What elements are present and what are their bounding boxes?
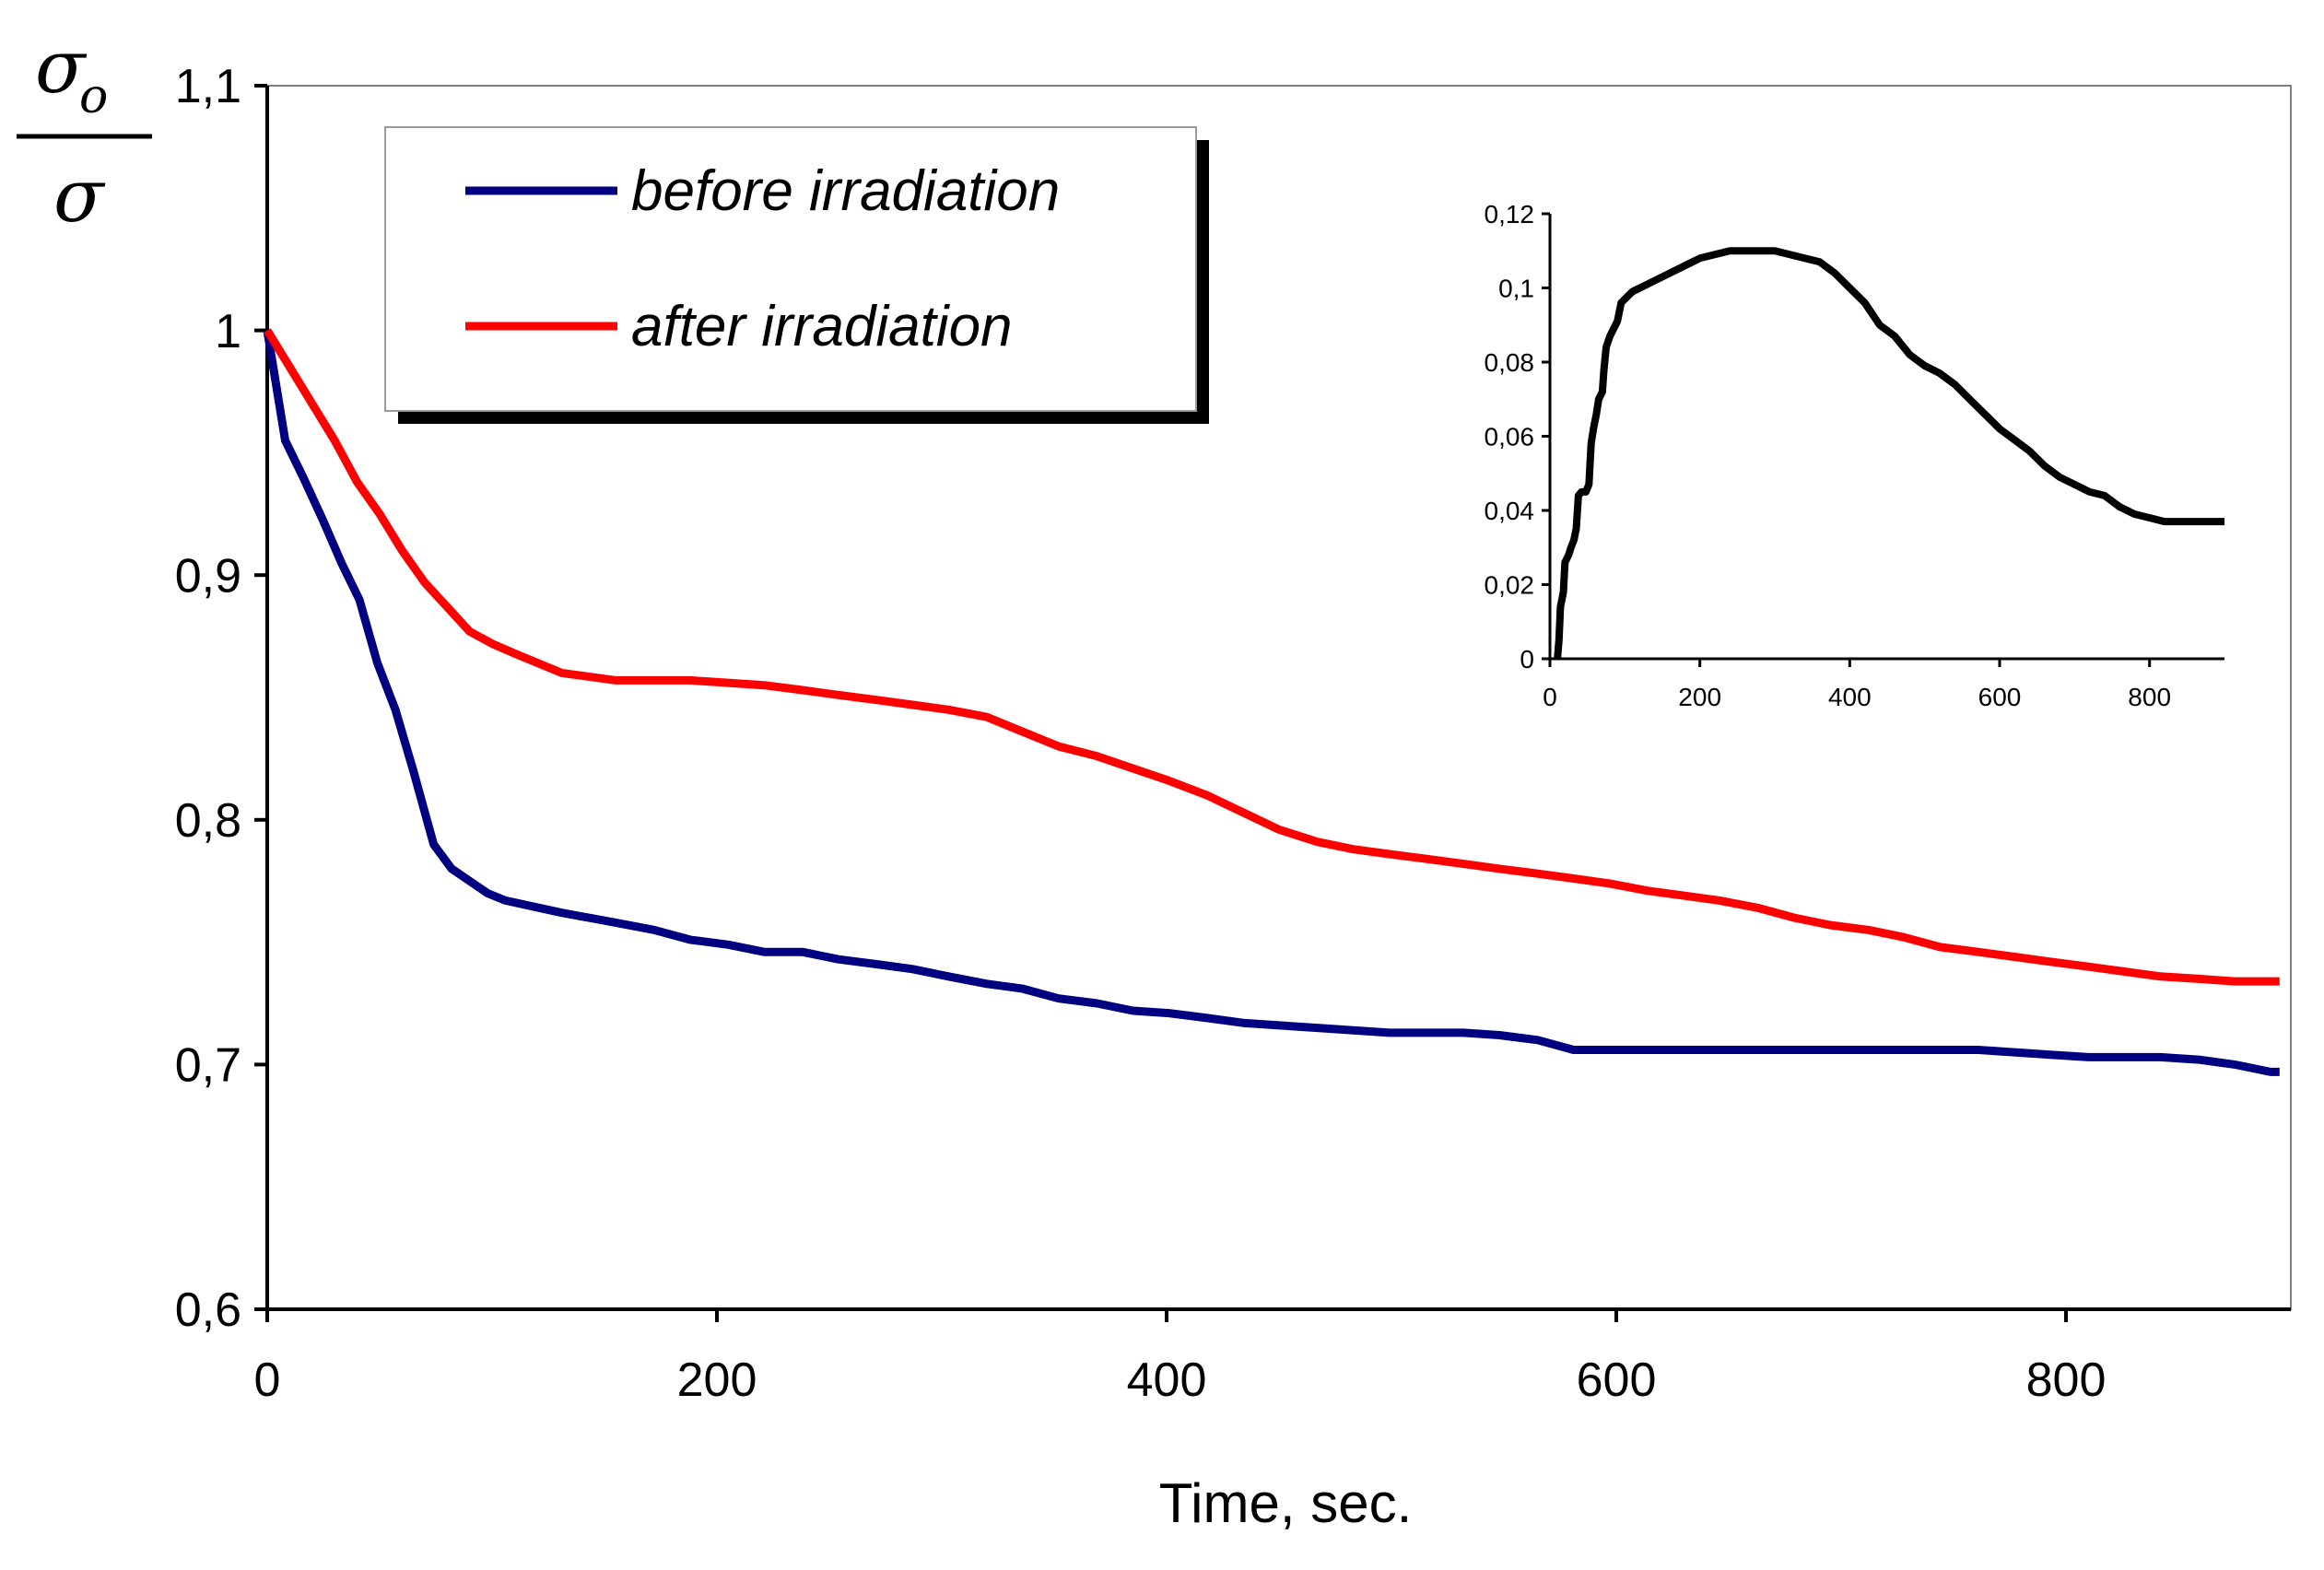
inset-x-tick-label: 200 [1678,683,1721,711]
main-series-line-0 [263,329,2280,1076]
inset-y-tick-label: 0,12 [1485,200,1535,228]
inset-series-group [1554,247,2224,660]
y-label-subscript: o [79,69,108,124]
y-label-numerator: σ [35,24,88,110]
inset-y-tick-label: 0,04 [1485,497,1535,525]
main-axes: 0,6 0,7 0,8 0,9 1 1,1 0 200 400 600 800 [175,60,2291,1407]
main-y-tick-label: 0,9 [175,549,241,603]
main-y-tick-label: 0,7 [175,1039,241,1093]
inset-y-tick-label: 0,06 [1485,422,1535,451]
legend-label-after: after irradiation [631,295,1013,358]
inset-axes: 0 0,02 0,04 0,06 0,08 0,1 0,12 0 200 400 600 800 [1485,200,2224,711]
inset-x-tick-label: 800 [2128,683,2171,711]
main-y-tick-label: 0,8 [175,794,241,848]
inset-y-tick-label: 0,02 [1485,570,1535,599]
main-x-tick-label: 0 [254,1353,281,1407]
main-series-group [263,328,2280,1076]
y-label-denominator: σ [53,153,106,239]
main-y-tick-label: 0,6 [175,1283,241,1337]
inset-y-tick-label: 0 [1520,645,1534,674]
x-axis-label: Time, sec. [1159,1472,1412,1534]
inset-x-tick-label: 600 [1978,683,2022,711]
legend: before irradiation after irradiation [384,126,1209,424]
legend-label-before: before irradiation [631,159,1060,223]
main-x-tick-label: 200 [677,1353,757,1407]
inset-series-line-0 [1554,247,2224,660]
inset-x-tick-label: 400 [1828,683,1872,711]
inset-y-tick-label: 0,1 [1498,274,1534,302]
legend-box [384,126,1197,412]
inset-x-tick-label: 0 [1543,683,1557,711]
main-y-tick-label: 1 [215,305,241,358]
main-y-tick-label: 1,1 [175,60,241,113]
main-x-tick-label: 400 [1127,1353,1207,1407]
main-series-line-1 [264,328,2280,986]
inset-y-tick-label: 0,08 [1485,348,1535,377]
main-x-tick-label: 600 [1577,1353,1657,1407]
y-axis-label: σ o σ [17,24,152,239]
main-x-tick-label: 800 [2026,1353,2107,1407]
